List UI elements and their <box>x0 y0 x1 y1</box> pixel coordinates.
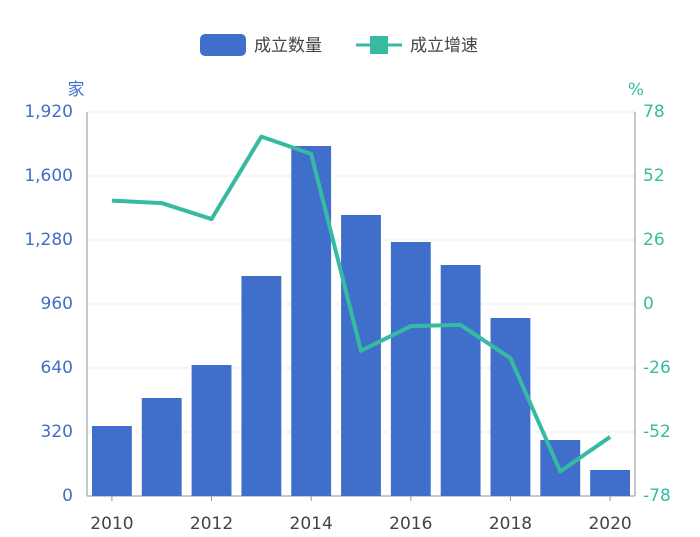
bar <box>141 398 182 496</box>
bar <box>440 265 481 496</box>
x-tick-label: 2020 <box>588 514 631 533</box>
y2-tick-label: 0 <box>643 294 654 314</box>
y2-tick-label: -78 <box>643 486 671 506</box>
bar <box>91 426 132 496</box>
y-tick-label: 640 <box>41 358 73 378</box>
y-tick-label: 0 <box>62 486 73 506</box>
legend-label: 成立增速 <box>410 36 478 56</box>
x-tick-label: 2018 <box>489 514 532 533</box>
y2-tick-label: -26 <box>643 358 671 378</box>
y-tick-label: 1,280 <box>24 230 73 250</box>
y2-tick-label: 26 <box>643 230 665 250</box>
bar <box>191 365 232 496</box>
line <box>111 134 612 474</box>
y-axis-label: 家 <box>68 80 85 100</box>
x-tick-label: 2016 <box>389 514 432 533</box>
y2-tick-label: 52 <box>643 166 665 186</box>
y-tick-label: 960 <box>41 294 73 314</box>
legend-swatch <box>370 36 388 54</box>
legend-label: 成立数量 <box>254 36 322 56</box>
y2-tick-label: 78 <box>643 102 665 122</box>
bar <box>291 146 332 496</box>
y-tick-label: 320 <box>41 422 73 442</box>
legend-swatch <box>200 34 246 56</box>
y-tick-label: 1,920 <box>24 102 73 122</box>
bar <box>341 215 381 496</box>
x-tick-label: 2012 <box>190 514 233 533</box>
y2-axis-label: % <box>628 80 644 100</box>
bar <box>390 242 431 496</box>
bar <box>241 276 282 496</box>
x-tick-label: 2014 <box>290 514 333 533</box>
x-tick-label: 2010 <box>90 514 133 533</box>
bar <box>590 470 631 496</box>
y2-tick-label: -52 <box>643 422 671 442</box>
y-tick-label: 1,600 <box>24 166 73 186</box>
bar <box>490 318 531 496</box>
